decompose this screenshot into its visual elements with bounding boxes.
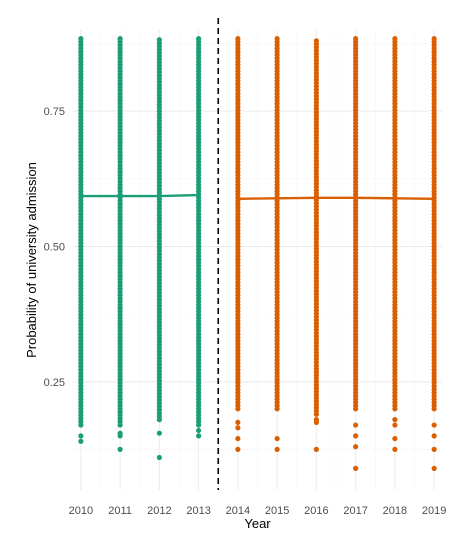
data-point-outlier [117, 430, 123, 436]
x-tick-label: 2015 [265, 505, 289, 517]
data-point-outlier [78, 433, 84, 439]
data-point-outlier [117, 446, 123, 453]
grid [73, 30, 442, 490]
data-point-outlier [78, 438, 84, 444]
data-point-outlier [353, 465, 359, 471]
y-axis-title: Probability of university admission [24, 162, 39, 358]
data-point-outlier [235, 425, 241, 431]
x-tick-label: 2010 [69, 505, 93, 517]
data-point-outlier [353, 444, 359, 450]
data-point-outlier [156, 430, 162, 436]
x-tick-label: 2016 [304, 505, 328, 517]
x-tick-label: 2019 [422, 505, 446, 517]
data-point-outlier [431, 422, 437, 428]
data-point-outlier [353, 422, 359, 428]
data-point-outlier [353, 433, 359, 439]
y-tick-label: 0.50 [44, 241, 65, 253]
year-point-column [431, 36, 437, 471]
year-point-column [274, 36, 280, 453]
x-tick-label: 2014 [226, 505, 250, 517]
y-tick-label: 0.75 [44, 106, 65, 118]
data-point [196, 36, 202, 42]
year-point-column [78, 36, 84, 444]
data-point-outlier [431, 433, 437, 439]
x-tick-label: 2012 [147, 505, 171, 517]
data-point-outlier [431, 465, 437, 471]
data-point-outlier [392, 422, 398, 428]
data-point-outlier [196, 427, 202, 434]
trend-line [237, 196, 435, 200]
data-point-outlier [156, 454, 162, 461]
year-point-column [235, 36, 241, 453]
year-point-column [117, 36, 123, 453]
trend-line [80, 193, 199, 198]
x-tick-label: 2018 [383, 505, 407, 517]
data-point [117, 36, 123, 42]
data-point [353, 36, 359, 42]
year-point-column [353, 36, 359, 471]
data-point [313, 38, 319, 44]
data-point-outlier [235, 419, 241, 425]
year-point-column [313, 38, 319, 453]
data-point-outlier [392, 446, 398, 453]
tick-labels: 2010 2011 2012 2013 2014 2015 2016 2017 2018 2019… [44, 106, 447, 517]
data-point [392, 36, 398, 42]
data-point [78, 36, 84, 42]
y-tick-label: 0.25 [44, 377, 65, 389]
data-point-outlier [392, 435, 398, 442]
year-point-column [196, 36, 202, 439]
data-point-outlier [431, 446, 437, 453]
data-point-outlier [313, 417, 319, 423]
data-point-outlier [235, 446, 241, 453]
data-point-outlier [274, 446, 280, 453]
data-point-outlier [392, 417, 398, 423]
year-point-column [156, 37, 162, 461]
data-point [235, 36, 241, 42]
data-point-outlier [196, 433, 202, 439]
data-point [156, 37, 162, 43]
year-point-column [392, 36, 398, 453]
data-points [78, 36, 437, 471]
data-point [431, 36, 437, 42]
x-tick-label: 2013 [186, 505, 210, 517]
data-point-outlier [274, 435, 280, 442]
data-point-outlier [235, 435, 241, 442]
trend-lines [80, 193, 435, 200]
data-point [274, 36, 280, 42]
data-point-outlier [313, 446, 319, 453]
x-tick-label: 2017 [343, 505, 367, 517]
x-tick-label: 2011 [108, 505, 132, 517]
x-axis-title: Year [244, 516, 271, 531]
